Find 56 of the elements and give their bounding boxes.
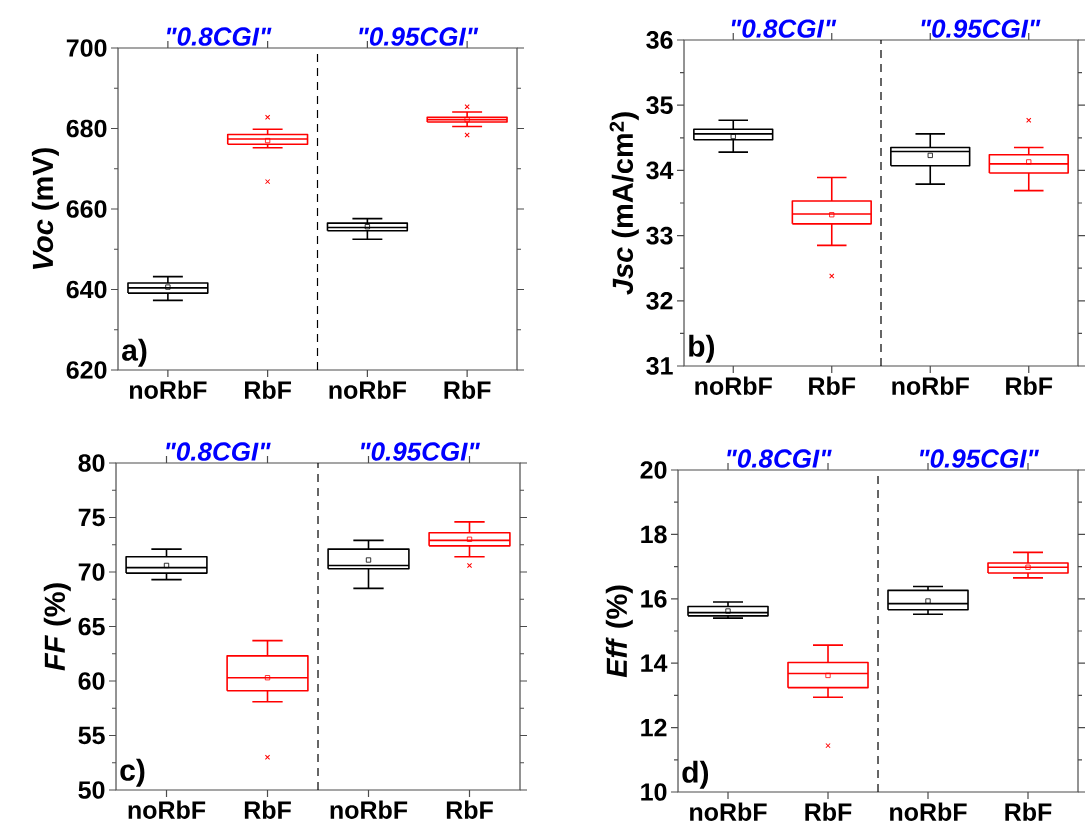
y-tick-label: 700 (66, 39, 107, 57)
y-tick-label: 20 (640, 461, 667, 479)
text: "0.8CGI" (727, 449, 832, 468)
y-tick-label: 35 (646, 96, 673, 115)
text: "0.95CGI" (921, 19, 1041, 38)
y-tick-label: 60 (78, 672, 105, 690)
y-tick-label: 36 (646, 31, 673, 49)
x-tick-label: RbF (244, 800, 291, 819)
y-tick-label: 70 (78, 563, 105, 581)
x-tick-label: RbF (1005, 802, 1052, 821)
y-axis-title: Eff (%) (605, 585, 633, 678)
y-axis-title: Jsc (mA/cm$^{2}$) (609, 112, 639, 295)
y-axis-title: FF (%) (43, 583, 71, 671)
y-tick-label: 14 (641, 654, 668, 672)
y-tick-label: 75 (78, 508, 105, 527)
y-tick-label: 16 (641, 589, 667, 608)
y-tick-label: 55 (78, 726, 105, 745)
x-tick-label: RbF (245, 380, 292, 399)
annotation: b) (689, 334, 715, 363)
y-tick-label: 31 (646, 357, 673, 375)
x-tick-label: RbF (1006, 376, 1053, 395)
x-tick-label: noRbF (329, 380, 407, 399)
x-tick-label: RbF (446, 800, 493, 819)
x-tick-label: noRbF (690, 802, 767, 821)
y-tick-label: 640 (66, 280, 107, 299)
annotation: c) (120, 758, 145, 787)
text: "0.8CGI" (166, 442, 271, 461)
x-tick-label: RbF (805, 802, 852, 821)
text: "0.8CGI" (167, 27, 272, 46)
y-tick-label: 32 (646, 291, 673, 310)
x-tick-label: noRbF (892, 376, 969, 395)
x-tick-label: noRbF (695, 376, 772, 395)
text: "0.8CGI" (731, 19, 837, 38)
x-tick-label: RbF (809, 376, 856, 395)
x-tick-label: noRbF (890, 802, 967, 821)
x-tick-label: noRbF (330, 800, 408, 819)
x-tick-label: noRbF (129, 380, 207, 399)
y-tick-label: 660 (66, 200, 107, 218)
y-tick-label: 34 (646, 161, 674, 180)
y-tick-label: 65 (78, 617, 105, 636)
x-tick-label: noRbF (128, 800, 206, 819)
y-tick-label: 33 (646, 226, 673, 245)
y-tick-label: 80 (78, 454, 105, 472)
annotation: a) (122, 338, 147, 367)
y-tick-label: 18 (641, 525, 667, 544)
y-tick-label: 10 (641, 783, 667, 801)
text: "0.95CGI" (920, 449, 1039, 468)
y-axis-title: Voc (mV) (31, 148, 59, 269)
y-tick-label: 12 (641, 718, 667, 737)
y-tick-label: 50 (78, 781, 105, 799)
text: "0.95CGI" (361, 442, 480, 461)
annotation: d) (682, 760, 709, 789)
y-tick-label: 620 (66, 361, 107, 379)
x-tick-label: RbF (444, 380, 491, 399)
y-tick-label: 680 (66, 119, 107, 138)
text: "0.95CGI" (359, 27, 479, 46)
